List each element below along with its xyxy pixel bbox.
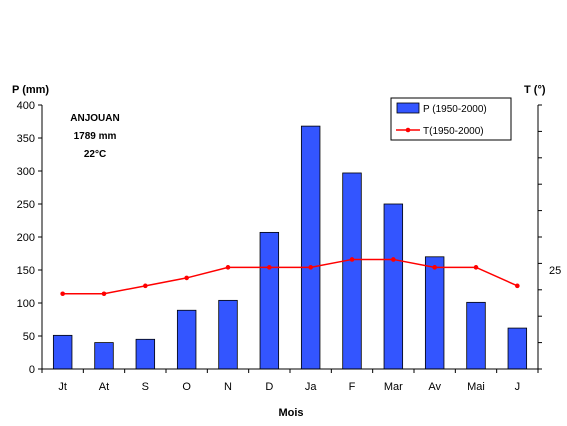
- temperature-point: [473, 265, 479, 270]
- bar: [259, 231, 280, 370]
- temperature-line: [62, 258, 518, 295]
- annotation-rainfall: 1789 mm: [74, 131, 117, 142]
- x-tick-label: N: [224, 381, 232, 393]
- bar: [176, 309, 197, 370]
- temperature-point: [60, 291, 65, 297]
- temperature-point: [308, 265, 313, 270]
- bar: [218, 299, 238, 370]
- legend: P (1950-2000) T(1950-2000): [390, 97, 512, 141]
- y-axis-title: P (mm): [12, 84, 49, 96]
- bar: [507, 327, 528, 370]
- y-tick-label: 350: [17, 133, 35, 145]
- legend-line-marker: [405, 127, 411, 133]
- y-tick-label: 150: [17, 265, 35, 277]
- x-axis-title: Mois: [278, 407, 303, 419]
- y-tick-label: 400: [17, 100, 35, 112]
- temperature-point: [391, 257, 396, 262]
- bar: [52, 334, 73, 370]
- temperature-point: [225, 265, 231, 270]
- x-tick-label: O: [182, 381, 191, 393]
- x-tick-label: Mai: [467, 381, 485, 393]
- temperature-point: [432, 265, 437, 270]
- temperature-point: [267, 265, 272, 270]
- y2-tick-label: 25: [549, 265, 561, 277]
- x-tick-label: D: [265, 381, 273, 393]
- legend-bar-swatch: [396, 102, 420, 114]
- y-tick-label: 200: [17, 232, 35, 244]
- x-tick-label: Jt: [58, 381, 67, 393]
- temperature-point: [184, 275, 189, 281]
- bar: [466, 301, 486, 370]
- x-tick-label: Mar: [384, 381, 403, 393]
- temperature-point: [349, 257, 355, 262]
- bar: [342, 172, 362, 370]
- x-tick-label: F: [349, 381, 356, 393]
- y-tick-label: 0: [29, 364, 35, 376]
- y-tick-label: 50: [23, 331, 35, 343]
- bar: [424, 256, 445, 370]
- bar: [300, 125, 321, 370]
- x-tick-label: At: [99, 381, 109, 393]
- plot-area: 0 50 100 150 200 250 300 350 400 25 Jt At S O N D Ja F Mar…: [17, 100, 562, 393]
- x-tick-label: S: [142, 381, 149, 393]
- annotation-station: ANJOUAN: [70, 113, 119, 124]
- temperature-point: [515, 283, 520, 289]
- bar: [383, 203, 404, 370]
- annotation-temperature: 22°C: [84, 149, 106, 160]
- legend-line-label: T(1950-2000): [423, 126, 484, 137]
- y-tick-label: 100: [17, 298, 35, 310]
- y-tick-label: 300: [17, 166, 35, 178]
- bar: [94, 342, 114, 370]
- y2-axis-title: T (°): [524, 84, 546, 96]
- x-tick-label: Av: [428, 381, 441, 393]
- legend-bar-label: P (1950-2000): [423, 104, 487, 115]
- x-tick-label: J: [515, 381, 521, 393]
- x-tick-label: Ja: [305, 381, 318, 393]
- y-tick-label: 250: [17, 199, 35, 211]
- temperature-point: [101, 291, 107, 297]
- temperature-point: [143, 283, 148, 289]
- bar: [135, 338, 156, 370]
